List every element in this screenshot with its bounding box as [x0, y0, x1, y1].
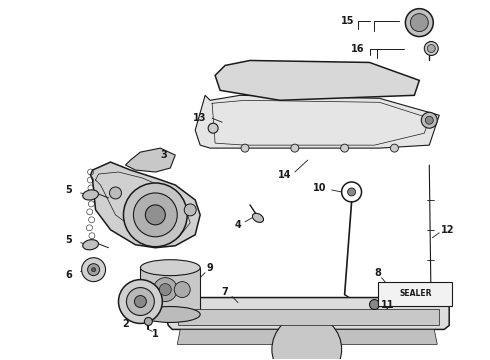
Circle shape	[119, 280, 162, 323]
Text: SEALER: SEALER	[399, 289, 432, 298]
Circle shape	[427, 45, 435, 53]
Text: 2: 2	[122, 319, 129, 329]
Text: 13: 13	[194, 113, 207, 123]
Circle shape	[347, 188, 356, 196]
Text: 4: 4	[235, 220, 242, 230]
Circle shape	[88, 264, 99, 276]
Circle shape	[123, 183, 187, 247]
Circle shape	[133, 193, 177, 237]
Circle shape	[126, 288, 154, 315]
Text: 16: 16	[351, 44, 364, 54]
Polygon shape	[91, 162, 200, 248]
Circle shape	[159, 284, 171, 296]
Circle shape	[291, 144, 299, 152]
Text: 9: 9	[207, 263, 214, 273]
Ellipse shape	[141, 306, 200, 323]
Ellipse shape	[83, 240, 98, 250]
Circle shape	[145, 318, 152, 325]
Text: 7: 7	[221, 287, 228, 297]
Text: 5: 5	[65, 185, 72, 195]
Ellipse shape	[83, 190, 98, 200]
Circle shape	[153, 278, 177, 302]
Polygon shape	[215, 60, 419, 100]
Polygon shape	[141, 268, 200, 315]
Circle shape	[391, 144, 398, 152]
Polygon shape	[195, 95, 439, 148]
Circle shape	[184, 204, 196, 216]
Text: 8: 8	[374, 267, 381, 278]
Circle shape	[174, 282, 190, 298]
Text: 14: 14	[278, 170, 292, 180]
Text: 12: 12	[441, 225, 454, 235]
Polygon shape	[125, 148, 175, 172]
Ellipse shape	[141, 260, 200, 276]
Text: 11: 11	[381, 300, 394, 310]
Text: 15: 15	[341, 15, 354, 26]
Text: 6: 6	[65, 270, 72, 280]
Circle shape	[369, 300, 379, 310]
Polygon shape	[178, 310, 439, 325]
Text: 1: 1	[152, 329, 159, 339]
Circle shape	[425, 116, 433, 124]
Circle shape	[82, 258, 105, 282]
FancyBboxPatch shape	[378, 282, 452, 306]
Circle shape	[134, 296, 147, 307]
Circle shape	[341, 144, 348, 152]
Circle shape	[241, 144, 249, 152]
Text: 3: 3	[160, 150, 167, 160]
Text: 5: 5	[65, 235, 72, 245]
Circle shape	[146, 205, 165, 225]
Circle shape	[208, 123, 218, 133]
Circle shape	[421, 112, 437, 128]
Polygon shape	[177, 329, 437, 345]
Circle shape	[110, 187, 122, 199]
Circle shape	[410, 14, 428, 32]
Circle shape	[424, 41, 438, 55]
Circle shape	[405, 9, 433, 37]
Circle shape	[272, 315, 342, 360]
Text: 10: 10	[313, 183, 326, 193]
Circle shape	[92, 268, 96, 272]
Ellipse shape	[252, 213, 264, 222]
Polygon shape	[165, 298, 449, 329]
